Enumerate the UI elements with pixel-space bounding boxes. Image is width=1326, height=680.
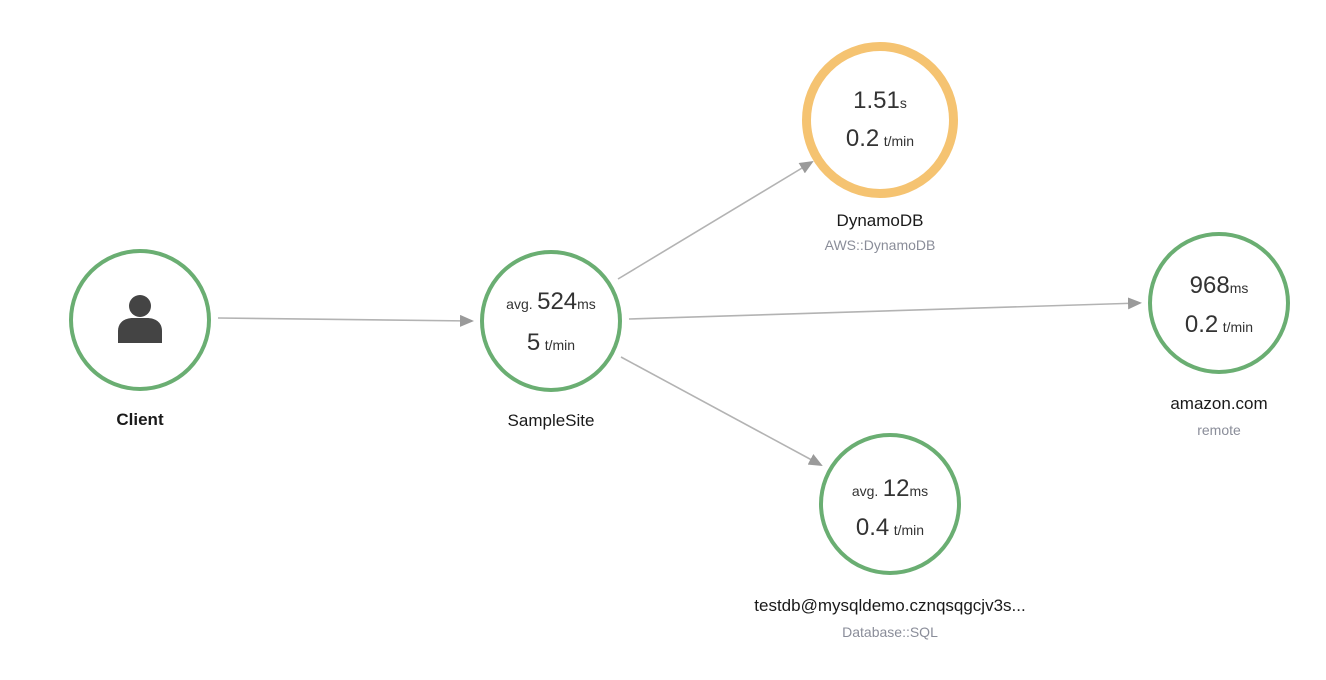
samplesite-latency: avg. 524ms xyxy=(484,288,618,316)
rate-unit: t/min xyxy=(1222,319,1254,335)
dynamodb-node[interactable]: 1.51s 0.2 t/min xyxy=(802,42,958,198)
amazon-node[interactable]: 968ms 0.2 t/min xyxy=(1148,232,1290,374)
testdb-node[interactable]: avg. 12ms 0.4 t/min xyxy=(819,433,961,575)
samplesite-node[interactable]: avg. 524ms 5 t/min xyxy=(480,250,622,392)
rate-value: 0.4 xyxy=(855,514,890,541)
rate-value: 0.2 xyxy=(845,125,880,152)
dynamodb-latency: 1.51s xyxy=(811,87,949,115)
samplesite-node-label: SampleSite xyxy=(507,411,595,430)
rate-value: 0.2 xyxy=(1184,311,1219,338)
latency-value: 968 xyxy=(1189,272,1230,299)
samplesite-rate: 5 t/min xyxy=(484,329,618,357)
latency-unit: ms xyxy=(909,483,929,499)
testdb-node-label: testdb@mysqldemo.cznqsqgcjv3s... xyxy=(754,596,1026,615)
latency-prefix: avg. xyxy=(506,296,533,312)
testdb-latency: avg. 12ms xyxy=(823,475,957,503)
edge-samplesite-to-testdb[interactable] xyxy=(620,356,823,466)
latency-value: 12 xyxy=(882,475,910,502)
latency-value: 524 xyxy=(537,288,578,315)
dynamodb-node-type: AWS::DynamoDB xyxy=(824,237,936,253)
rate-unit: t/min xyxy=(544,337,576,353)
dynamodb-rate: 0.2 t/min xyxy=(811,125,949,153)
edge-samplesite-to-dynamodb[interactable] xyxy=(617,160,814,280)
amazon-rate: 0.2 t/min xyxy=(1152,311,1286,339)
edge-samplesite-to-amazon[interactable] xyxy=(628,297,1142,320)
edge-client-to-samplesite[interactable] xyxy=(217,314,474,327)
rate-unit: t/min xyxy=(883,133,915,149)
dynamodb-node-label: DynamoDB xyxy=(836,211,924,230)
amazon-node-label: amazon.com xyxy=(1170,394,1268,413)
user-icon xyxy=(118,295,162,343)
latency-value: 1.51 xyxy=(853,87,900,114)
latency-unit: ms xyxy=(577,296,596,312)
latency-unit: s xyxy=(899,95,907,111)
testdb-node-type: Database::SQL xyxy=(842,624,938,640)
amazon-latency: 968ms xyxy=(1152,272,1286,300)
rate-value: 5 xyxy=(526,329,541,356)
amazon-node-type: remote xyxy=(1197,422,1241,438)
latency-unit: ms xyxy=(1229,280,1249,296)
latency-prefix: avg. xyxy=(851,483,879,499)
client-node[interactable] xyxy=(69,249,211,391)
rate-unit: t/min xyxy=(893,522,925,538)
testdb-rate: 0.4 t/min xyxy=(823,514,957,542)
client-node-label: Client xyxy=(116,410,164,429)
